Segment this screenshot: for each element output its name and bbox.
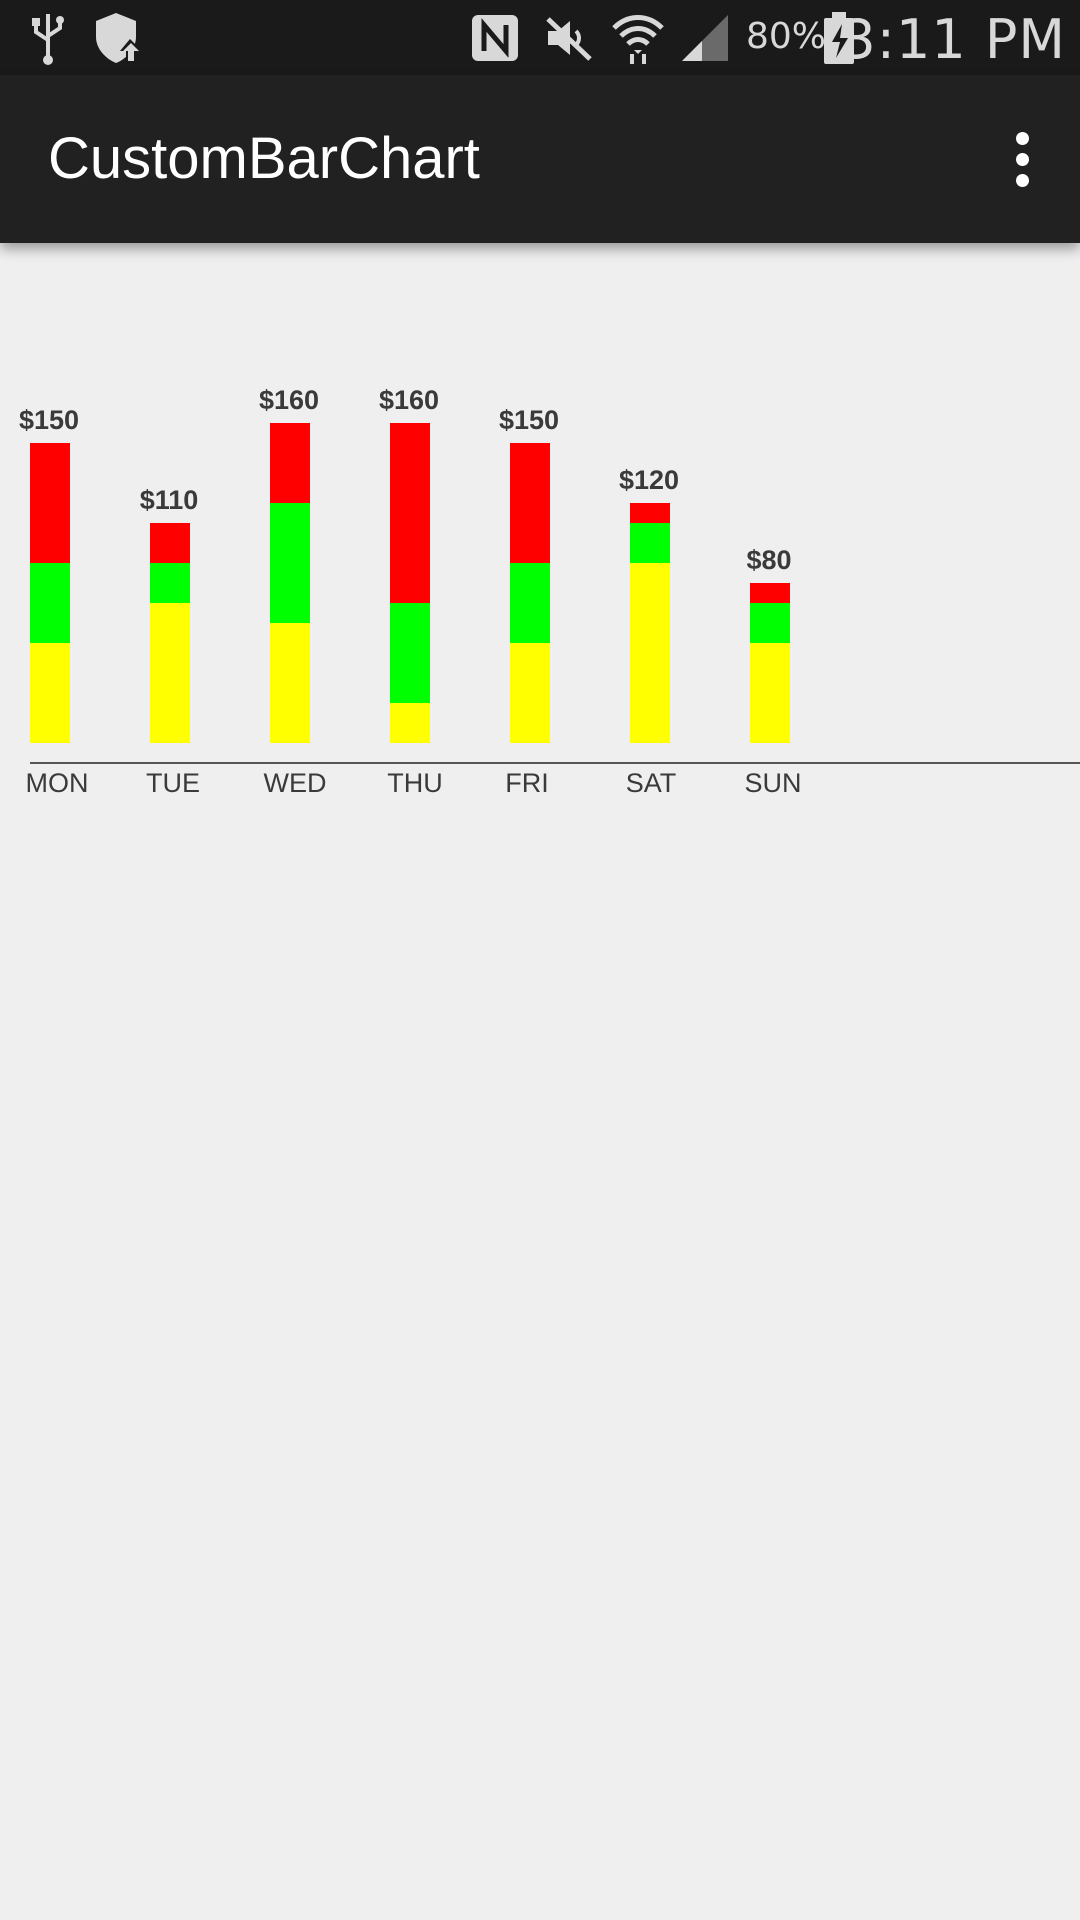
- bar-segment: [150, 603, 190, 743]
- battery-percent: 80%: [746, 16, 827, 57]
- bar-value-label: $150: [499, 405, 559, 435]
- chart-value-labels: $150 $110 $160 $160 $150 $120 $80: [19, 385, 792, 575]
- bar-segment: [270, 503, 310, 623]
- bar-value-label: $120: [619, 465, 679, 495]
- bar-value-label: $150: [19, 405, 79, 435]
- bar-value-label: $160: [259, 385, 319, 415]
- bar-value-label: $80: [746, 545, 791, 575]
- bar-segment: [510, 643, 550, 743]
- usb-icon: [28, 0, 68, 75]
- app-bar: CustomBarChart: [0, 75, 1080, 243]
- stacked-bar-chart: $150 $110 $160 $160 $150 $120 $80 MON TUE WED THU…: [19, 385, 1080, 798]
- bar-segment: [150, 563, 190, 603]
- more-vert-icon: [1015, 131, 1029, 145]
- bar-segment: [630, 523, 670, 563]
- bar-segment: [390, 703, 430, 743]
- more-vert-icon-dot: [1015, 173, 1029, 187]
- bar-value-label: $160: [379, 385, 439, 415]
- category-label: SUN: [744, 768, 801, 798]
- category-label: TUE: [146, 768, 200, 798]
- bar-segment: [30, 443, 70, 563]
- shield-upload-icon: [90, 0, 148, 75]
- bar-segment: [630, 563, 670, 743]
- status-bar: 80% 3:11 PM: [0, 0, 1080, 75]
- bar-segment: [750, 603, 790, 643]
- mute-icon: [544, 0, 594, 75]
- app-title: CustomBarChart: [48, 126, 480, 191]
- category-label: SAT: [626, 768, 677, 798]
- bar-segment: [510, 443, 550, 563]
- category-label: MON: [26, 768, 89, 798]
- nfc-icon: [470, 0, 520, 75]
- bar-segment: [750, 643, 790, 743]
- more-vert-icon-dot: [1015, 152, 1029, 166]
- bar-segment: [270, 623, 310, 743]
- battery-charging-icon: [822, 0, 856, 75]
- bar-segment: [150, 523, 190, 563]
- bar-segment: [390, 423, 430, 603]
- bar-segment: [750, 583, 790, 603]
- chart-category-labels: MON TUE WED THU FRI SAT SUN: [26, 768, 802, 798]
- category-label: THU: [387, 768, 443, 798]
- bar-segment: [270, 423, 310, 503]
- bar-segment: [30, 643, 70, 743]
- bar-segment: [390, 603, 430, 703]
- signal-icon: [680, 0, 730, 75]
- category-label: WED: [264, 768, 327, 798]
- overflow-menu-button[interactable]: [990, 119, 1054, 199]
- bar-segment: [30, 563, 70, 643]
- bar-segment: [510, 563, 550, 643]
- bar-segment: [630, 503, 670, 523]
- chart-bars: [30, 423, 790, 743]
- wifi-icon: [610, 0, 666, 75]
- category-label: FRI: [505, 768, 549, 798]
- clock: 3:11 PM: [841, 8, 1066, 71]
- bar-value-label: $110: [140, 485, 199, 515]
